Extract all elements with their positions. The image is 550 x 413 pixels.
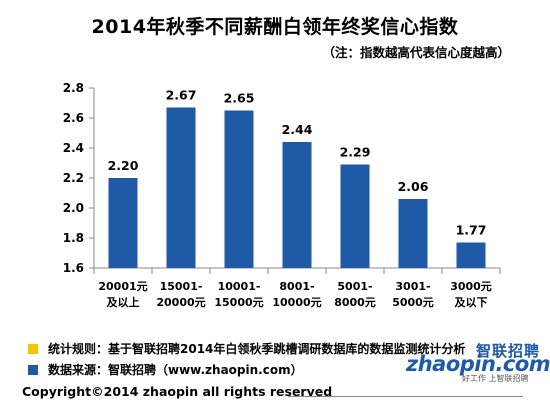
y-tick-label: 1.8 bbox=[63, 231, 84, 245]
legend-text-source: 数据来源：智联招聘（www.zhaopin.com） bbox=[48, 363, 303, 377]
category-label: 8001- bbox=[279, 280, 314, 293]
y-tick-label: 2.6 bbox=[63, 111, 84, 125]
category-label: 5001- bbox=[337, 280, 372, 293]
category-label: 10000元 bbox=[272, 296, 321, 309]
logo-cn-text: 智联招聘 bbox=[476, 342, 541, 360]
bar bbox=[398, 199, 428, 268]
y-tick-label: 2.0 bbox=[63, 201, 84, 215]
legend-item-rules: 统计规则：基于智联招聘2014年白领秋季跳槽调研数据库的数据监测统计分析 bbox=[28, 340, 465, 357]
category-label: 20001元 bbox=[98, 280, 147, 293]
bar bbox=[224, 110, 254, 268]
y-tick-label: 2.4 bbox=[63, 141, 84, 155]
category-label: 及以上 bbox=[107, 295, 140, 309]
bar bbox=[282, 142, 312, 268]
category-label: 15001- bbox=[160, 280, 203, 293]
data-label: 2.06 bbox=[398, 179, 429, 194]
data-label: 1.77 bbox=[456, 223, 487, 238]
data-label: 2.44 bbox=[282, 122, 313, 137]
category-label: 15000元 bbox=[214, 296, 263, 309]
category-label: 3001- bbox=[395, 280, 430, 293]
category-label: 及以下 bbox=[455, 296, 488, 309]
data-label: 2.20 bbox=[108, 158, 139, 173]
copyright-text: Copyright©2014 zhaopin all rights reserv… bbox=[22, 384, 333, 399]
category-label: 3000元 bbox=[450, 280, 492, 293]
y-tick-label: 2.8 bbox=[63, 81, 84, 95]
data-label: 2.29 bbox=[340, 145, 371, 160]
chart-title: 2014年秋季不同薪酬白领年终奖信心指数 bbox=[91, 16, 459, 38]
category-label: 8000元 bbox=[334, 296, 376, 309]
y-tick-label: 2.2 bbox=[63, 171, 84, 185]
zhaopin-logo: 智联招聘 zhaopin.com 好工作 上智联招聘 bbox=[406, 340, 550, 384]
data-label: 2.67 bbox=[166, 88, 197, 103]
logo-tagline: 好工作 上智联招聘 bbox=[462, 374, 529, 383]
y-tick-label: 1.6 bbox=[63, 261, 84, 275]
category-label: 10001- bbox=[218, 280, 261, 293]
legend-swatch-blue bbox=[28, 364, 38, 375]
bar bbox=[108, 178, 138, 268]
chart-subtitle: （注：指数越高代表信心度越高） bbox=[322, 45, 510, 60]
category-label: 20000元 bbox=[156, 296, 205, 309]
footer-divider bbox=[288, 396, 523, 397]
legend-item-source: 数据来源：智联招聘（www.zhaopin.com） bbox=[28, 361, 303, 378]
bar bbox=[456, 242, 486, 268]
bar bbox=[166, 107, 196, 268]
bar bbox=[340, 164, 370, 268]
legend-swatch-yellow bbox=[28, 343, 38, 354]
legend-text-rules: 统计规则：基于智联招聘2014年白领秋季跳槽调研数据库的数据监测统计分析 bbox=[48, 342, 466, 356]
logo-main-text: zhaopin.com bbox=[406, 352, 550, 376]
category-label: 5000元 bbox=[392, 296, 434, 309]
data-label: 2.65 bbox=[224, 91, 255, 106]
